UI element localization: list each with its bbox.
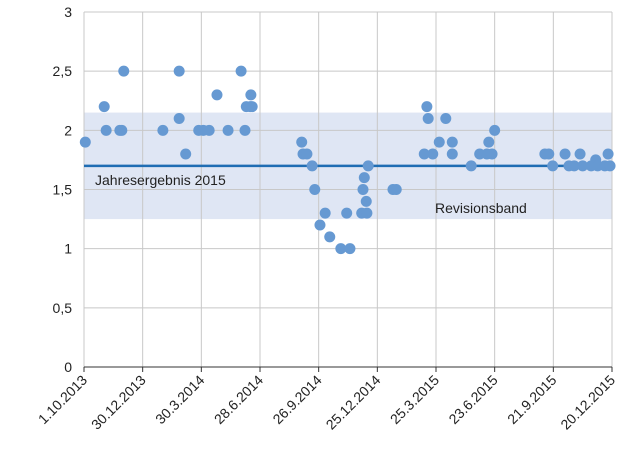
x-tick-label: 20.12.2015 bbox=[557, 372, 618, 433]
reference-label: Jahresergebnis 2015 bbox=[95, 172, 226, 188]
point bbox=[427, 148, 439, 160]
point bbox=[335, 243, 347, 255]
point bbox=[319, 207, 331, 219]
point bbox=[418, 148, 430, 160]
point bbox=[559, 148, 571, 160]
point bbox=[296, 136, 308, 148]
point bbox=[211, 89, 223, 101]
point bbox=[574, 148, 586, 160]
point bbox=[309, 184, 321, 195]
point bbox=[173, 113, 185, 124]
point bbox=[118, 65, 130, 77]
point bbox=[390, 184, 402, 195]
point bbox=[433, 136, 445, 148]
point bbox=[422, 113, 434, 124]
point bbox=[157, 124, 169, 136]
y-tick-label: 1,5 bbox=[53, 182, 73, 198]
y-tick-label: 0,5 bbox=[53, 300, 73, 316]
point bbox=[100, 124, 112, 136]
x-tick-label: 25.3.2015 bbox=[387, 372, 443, 428]
x-tick-label: 1.10.2013 bbox=[35, 372, 91, 428]
point bbox=[483, 136, 495, 148]
point bbox=[440, 113, 452, 124]
point bbox=[446, 148, 458, 160]
y-tick-label: 2,5 bbox=[53, 63, 73, 79]
point bbox=[239, 124, 251, 136]
y-tick-label: 3 bbox=[64, 4, 72, 20]
point bbox=[235, 65, 247, 77]
point bbox=[357, 184, 369, 195]
x-tick-label: 28.6.2014 bbox=[211, 372, 267, 428]
point bbox=[245, 89, 257, 101]
point bbox=[421, 101, 433, 113]
point bbox=[180, 148, 192, 160]
x-tick-label: 30.12.2013 bbox=[88, 372, 149, 433]
point bbox=[222, 124, 234, 136]
point bbox=[344, 243, 356, 255]
point bbox=[341, 207, 353, 219]
point bbox=[543, 148, 555, 160]
band-label: Revisionsband bbox=[435, 200, 527, 216]
point bbox=[314, 219, 326, 231]
point bbox=[602, 148, 614, 160]
x-tick-label: 25.12.2014 bbox=[323, 372, 384, 433]
point bbox=[98, 101, 110, 113]
x-tick-label: 23.6.2015 bbox=[445, 372, 501, 428]
point bbox=[486, 148, 498, 160]
point bbox=[246, 101, 258, 113]
point bbox=[173, 65, 185, 77]
point bbox=[203, 124, 215, 136]
point bbox=[446, 136, 458, 148]
point bbox=[116, 124, 128, 136]
y-tick-label: 2 bbox=[64, 122, 72, 138]
x-tick-label: 21.9.2015 bbox=[504, 372, 560, 428]
point bbox=[361, 207, 373, 219]
point bbox=[301, 148, 313, 160]
point bbox=[362, 160, 374, 172]
y-tick-label: 1 bbox=[64, 241, 72, 257]
point bbox=[547, 160, 559, 172]
point bbox=[79, 136, 91, 148]
point bbox=[358, 172, 370, 184]
point bbox=[604, 160, 616, 172]
point bbox=[489, 124, 501, 136]
point bbox=[465, 160, 477, 172]
point bbox=[324, 231, 336, 243]
point bbox=[306, 160, 318, 172]
x-tick-label: 26.9.2014 bbox=[269, 372, 325, 428]
y-tick-label: 0 bbox=[64, 359, 72, 375]
point bbox=[568, 160, 580, 172]
point bbox=[577, 160, 589, 172]
x-tick-label: 30.3.2014 bbox=[152, 372, 208, 428]
point bbox=[360, 195, 372, 207]
